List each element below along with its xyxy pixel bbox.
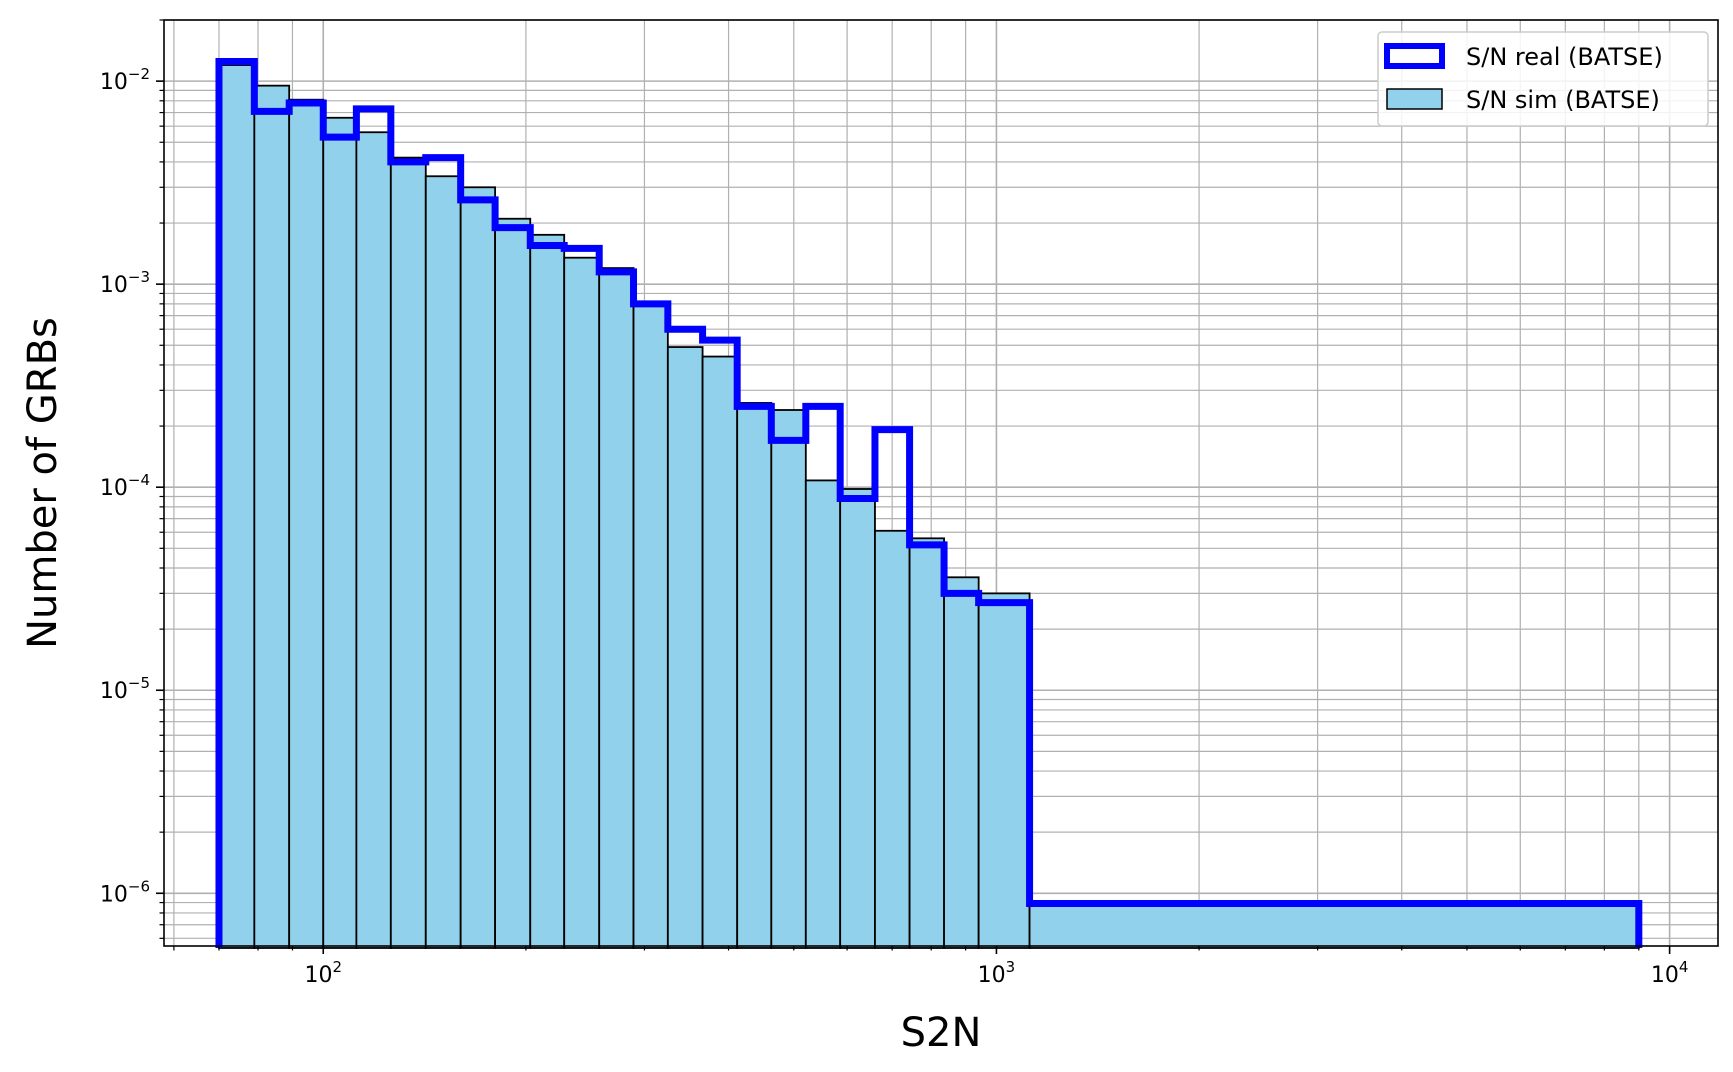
y-axis-ticks: 10−2 10−3 10−4 10−5 10−6 — [100, 19, 164, 939]
sim-bar — [529, 233, 566, 949]
legend: S/N real (BATSE) S/N sim (BATSE) — [1377, 31, 1709, 127]
real-step-path — [215, 57, 1643, 948]
sim-bar — [355, 131, 392, 949]
x-tick-label: 103 — [978, 958, 1016, 988]
sim-bar — [736, 402, 773, 949]
sim-bar — [459, 186, 496, 949]
sim-bar — [804, 479, 842, 949]
sim-bar — [288, 98, 325, 949]
plot-area-frame — [163, 19, 1719, 947]
sim-bar — [389, 156, 427, 949]
y-tick-label: 10−2 — [100, 65, 150, 95]
y-tick-label: 10−3 — [100, 268, 150, 298]
sim-bar — [977, 592, 1031, 949]
sim-bar — [908, 537, 945, 949]
sim-bar — [943, 576, 980, 949]
x-axis-label: S2N — [901, 1010, 982, 1056]
legend-box — [1377, 31, 1709, 127]
legend-swatch-real — [1384, 43, 1445, 69]
sim-bar — [1028, 902, 1640, 949]
y-axis-label: Number of GRBs — [20, 317, 66, 649]
y-tick-label: 10−5 — [100, 674, 150, 704]
sim-bar — [253, 84, 291, 949]
x-tick-label: 104 — [1651, 958, 1689, 988]
legend-swatch-sim — [1386, 88, 1443, 110]
y-tick-label: 10−4 — [100, 471, 150, 501]
sim-bar — [494, 217, 532, 949]
legend-label-sim: S/N sim (BATSE) — [1466, 86, 1660, 114]
sim-bar — [874, 529, 911, 949]
sim-bar — [839, 488, 876, 949]
sim-bar — [218, 64, 256, 949]
sim-bar — [424, 175, 462, 949]
sim-bar — [632, 305, 669, 949]
real-step-line — [215, 57, 1643, 948]
sim-bar — [770, 409, 807, 949]
sim-bar — [563, 256, 601, 949]
sim-bar — [322, 116, 358, 949]
sim-bar — [666, 346, 704, 949]
x-axis-ticks: 102 103 104 — [173, 946, 1689, 988]
y-tick-label: 10−6 — [100, 877, 150, 907]
sim-bar — [701, 355, 739, 949]
legend-label-real: S/N real (BATSE) — [1466, 43, 1663, 71]
sim-histogram-bars — [218, 64, 1640, 949]
x-tick-label: 102 — [304, 958, 342, 988]
sim-bar — [598, 267, 635, 949]
